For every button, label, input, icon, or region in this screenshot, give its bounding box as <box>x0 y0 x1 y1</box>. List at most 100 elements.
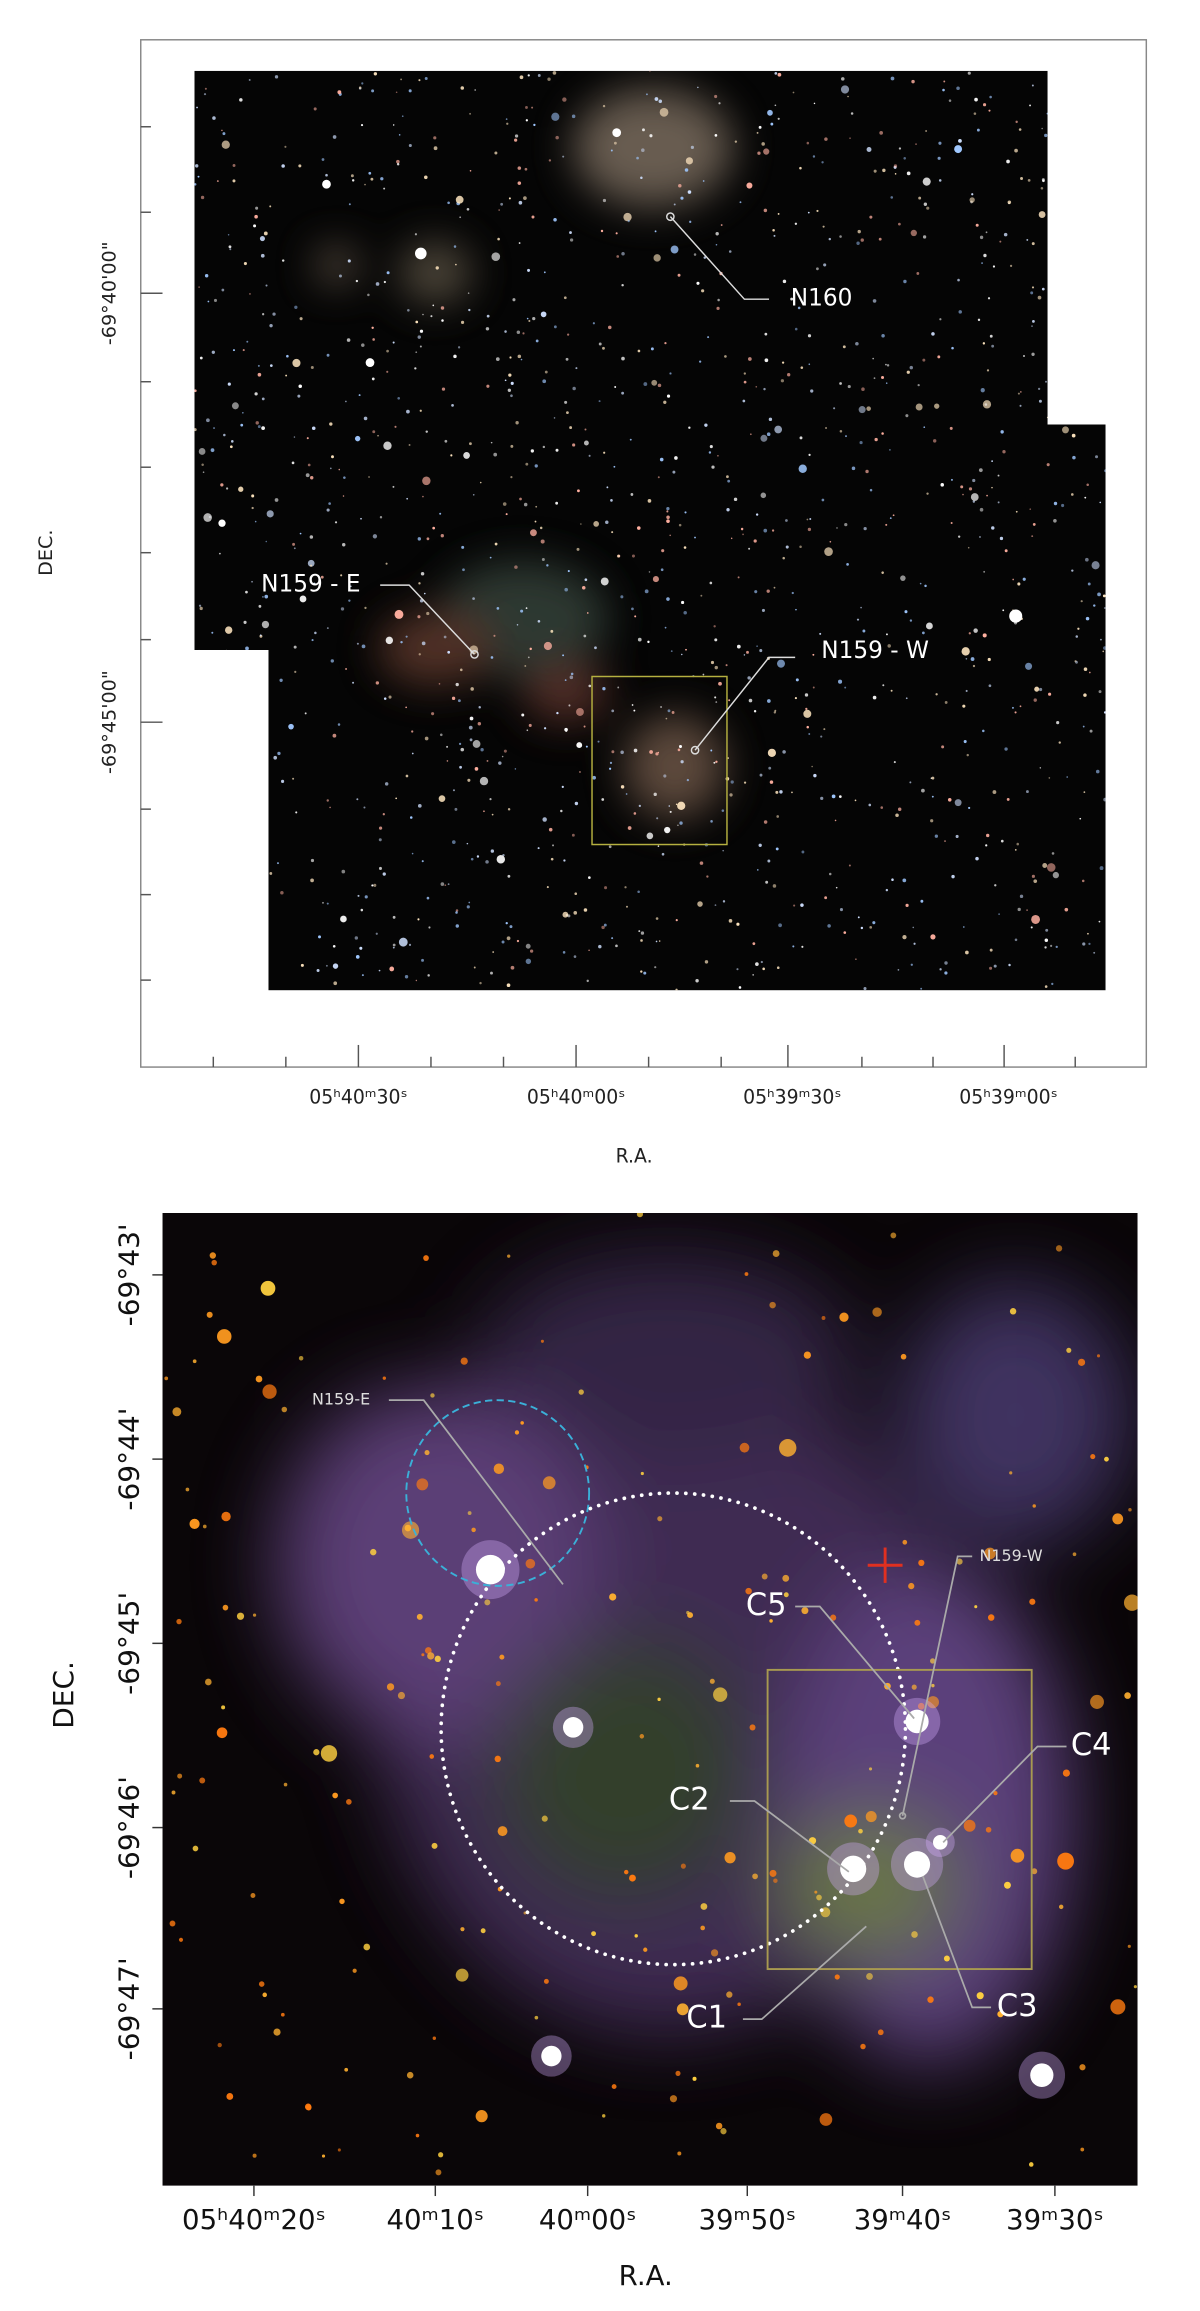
star <box>383 697 387 700</box>
star <box>1076 268 1081 272</box>
star <box>831 794 836 799</box>
star <box>260 253 265 258</box>
star <box>1124 1692 1131 1699</box>
star <box>356 798 359 801</box>
star <box>514 134 519 138</box>
star <box>760 434 768 442</box>
star <box>816 1894 822 1901</box>
star <box>223 692 227 696</box>
star <box>726 1991 733 1998</box>
star <box>1099 866 1104 871</box>
star <box>265 284 268 287</box>
star <box>450 454 453 457</box>
star <box>912 926 915 929</box>
star <box>328 502 331 505</box>
star <box>842 345 846 349</box>
star <box>502 502 507 506</box>
star <box>341 869 346 874</box>
star <box>530 529 537 537</box>
star <box>825 426 828 430</box>
star <box>666 597 670 601</box>
star <box>493 634 496 637</box>
star <box>533 123 536 127</box>
star <box>342 495 345 497</box>
star <box>218 519 226 527</box>
star <box>638 804 641 808</box>
star <box>569 675 574 680</box>
star <box>458 742 462 746</box>
star <box>451 840 456 844</box>
star <box>787 373 791 377</box>
annotation: C2 <box>669 1781 710 1817</box>
star <box>592 322 595 325</box>
star <box>933 439 937 443</box>
star <box>790 297 794 301</box>
star <box>708 451 712 454</box>
star <box>975 223 979 227</box>
star <box>612 128 622 138</box>
star <box>775 847 779 851</box>
star <box>539 526 543 530</box>
star <box>510 381 514 385</box>
star <box>623 212 632 222</box>
star <box>1090 261 1093 264</box>
star <box>293 436 296 438</box>
star <box>934 834 938 838</box>
star <box>755 385 758 388</box>
star <box>1048 692 1052 696</box>
star <box>603 451 606 454</box>
star <box>552 844 554 847</box>
star <box>1056 721 1060 725</box>
image-top <box>194 70 1106 991</box>
star <box>232 349 235 352</box>
star <box>364 606 367 610</box>
star <box>221 1705 226 1710</box>
star <box>292 358 301 368</box>
star <box>962 493 964 496</box>
star <box>816 267 819 271</box>
star <box>774 425 783 434</box>
star <box>742 399 746 403</box>
star <box>406 497 409 500</box>
star <box>948 99 952 102</box>
star <box>1007 200 1012 205</box>
star <box>977 318 981 322</box>
star <box>603 923 607 927</box>
star <box>1133 1985 1137 1989</box>
star <box>424 175 428 180</box>
star <box>253 224 257 228</box>
star <box>563 296 567 300</box>
star <box>370 177 374 181</box>
star <box>602 2114 606 2118</box>
star <box>968 632 971 635</box>
star <box>969 197 975 203</box>
star <box>847 95 849 98</box>
star <box>707 336 710 339</box>
star <box>472 740 481 748</box>
star <box>761 142 765 146</box>
star <box>475 2110 488 2123</box>
star <box>313 1749 320 1756</box>
star <box>486 314 490 318</box>
star <box>171 1790 176 1795</box>
star <box>496 607 500 610</box>
star <box>773 1878 778 1883</box>
star <box>1031 352 1035 356</box>
star <box>766 432 771 437</box>
star <box>1028 2162 1034 2167</box>
star <box>739 1442 750 1453</box>
star <box>431 712 435 716</box>
star <box>827 924 831 928</box>
star <box>217 1329 232 1344</box>
star <box>851 466 856 471</box>
star <box>711 465 715 469</box>
star <box>1097 231 1100 234</box>
star <box>414 367 417 370</box>
star <box>304 712 307 715</box>
star <box>700 1925 706 1931</box>
star <box>654 966 657 969</box>
star <box>255 1375 263 1383</box>
star <box>417 537 421 541</box>
star <box>531 215 535 219</box>
star <box>917 383 920 387</box>
